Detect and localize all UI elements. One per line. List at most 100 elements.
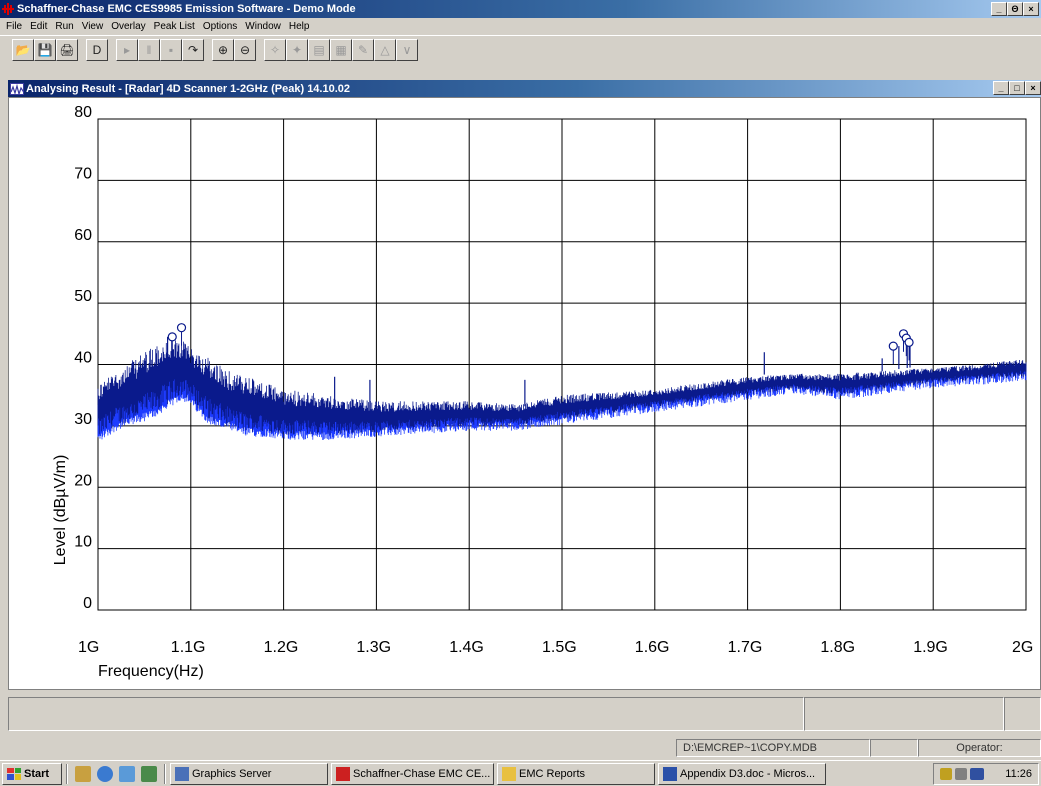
menu-window[interactable]: Window	[245, 21, 281, 32]
windows-logo-icon	[7, 767, 21, 780]
app-title-bar[interactable]: Schaffner-Chase EMC CES9985 Emission Sof…	[0, 0, 1041, 18]
y-axis-label: Level (dBµV/m)	[52, 455, 69, 566]
y-tick-label: 80	[74, 104, 92, 121]
app-logo-icon	[2, 3, 14, 15]
x-tick-label: 1.4G	[449, 639, 484, 656]
y-tick-label: 70	[74, 165, 92, 182]
status-cell-main	[8, 697, 804, 731]
x-tick-label: 1.6G	[635, 639, 670, 656]
y-tick-label: 20	[74, 472, 92, 489]
filter-icon[interactable]: ∨	[396, 38, 418, 61]
peak-delta-icon[interactable]: △	[374, 38, 396, 61]
pause-icon[interactable]: ‖	[138, 38, 160, 61]
child-title: Analysing Result - [Radar] 4D Scanner 1-…	[26, 82, 351, 95]
status-empty	[870, 739, 918, 757]
toolbar: 📂 💾 🖨 D ▸ ‖ ▪ ↷ ⊕ ⊖ ✧ ✦ ▤ ▦ ✎ △ ∨	[0, 35, 1041, 63]
menu-view[interactable]: View	[81, 21, 104, 32]
app-close-button[interactable]: ×	[1023, 2, 1039, 16]
chart-grid	[97, 118, 1027, 611]
start-button[interactable]: Start	[2, 762, 62, 785]
task-graphics-server[interactable]: Graphics Server	[170, 762, 328, 785]
x-tick-label: 1.2G	[264, 639, 299, 656]
emission-chart[interactable]: 0 10 20 30 40 50 60 70 80 1G 1.1G 1.2G 1.3G 1.4G 1.5G…	[9, 98, 1040, 689]
child-minimize-button[interactable]: _	[993, 81, 1009, 95]
zoom-in-icon[interactable]: ⊕	[212, 38, 234, 61]
trace-main	[97, 340, 1027, 435]
analysis-status-strip	[8, 697, 1041, 731]
x-tick-label: 1.8G	[820, 639, 855, 656]
child-close-button[interactable]: ×	[1025, 81, 1041, 95]
zoom-out-icon[interactable]: ⊖	[234, 38, 256, 61]
peak-marker-icon[interactable]: ✧	[264, 38, 286, 61]
app-restore-button[interactable]: Θ	[1007, 2, 1023, 16]
peak-edit-icon[interactable]: ✎	[352, 38, 374, 61]
peak-marker	[888, 341, 898, 351]
task-schaffner-chase[interactable]: Schaffner-Chase EMC CE...	[331, 762, 494, 785]
word-doc-icon	[663, 766, 677, 781]
y-tick-labels: 0 10 20 30 40 50 60 70 80	[74, 104, 92, 612]
system-tray: 11:26	[933, 763, 1039, 785]
stop-icon[interactable]: ▪	[160, 38, 182, 61]
tray-network-icon[interactable]	[940, 768, 952, 780]
task-emc-reports[interactable]: EMC Reports	[497, 762, 655, 785]
x-tick-labels: 1G 1.1G 1.2G 1.3G 1.4G 1.5G 1.6G 1.7G 1.8G 1.9G 2G	[78, 639, 1033, 656]
y-tick-label: 60	[74, 227, 92, 244]
peak-table-icon[interactable]: ▤	[308, 38, 330, 61]
emission-spikes	[167, 336, 911, 417]
status-bar: D:\EMCREP~1\COPY.MDB Operator:	[0, 738, 1041, 758]
y-tick-label: 30	[74, 411, 92, 428]
db-path-status: D:\EMCREP~1\COPY.MDB	[676, 739, 870, 757]
tray-display-icon[interactable]	[970, 768, 984, 780]
play-icon[interactable]: ▸	[116, 38, 138, 61]
schaffner-icon	[336, 766, 350, 781]
app-shortcut-icon[interactable]	[141, 765, 157, 782]
plot-panel: 0 10 20 30 40 50 60 70 80 1G 1.1G 1.2G 1.3G 1.4G 1.5G…	[8, 97, 1041, 690]
x-tick-label: 2G	[1012, 639, 1033, 656]
tray-volume-icon[interactable]	[955, 768, 967, 780]
taskbar: Start Graphics Server Schaffner-Chase EM…	[0, 760, 1041, 786]
x-tick-label: 1.5G	[542, 639, 577, 656]
peak-marker	[176, 323, 187, 333]
print-icon[interactable]: 🖨	[56, 38, 78, 61]
menu-peak-list[interactable]: Peak List	[153, 21, 195, 32]
task-appendix-doc[interactable]: Appendix D3.doc - Micros...	[658, 762, 826, 785]
peak-table-2-icon[interactable]: ▦	[330, 38, 352, 61]
new-page-icon[interactable]: D	[86, 38, 108, 61]
x-tick-label: 1.1G	[171, 639, 206, 656]
waveform-icon	[10, 82, 24, 95]
app-minimize-button[interactable]: _	[991, 2, 1007, 16]
app-title: Schaffner-Chase EMC CES9985 Emission Sof…	[17, 3, 356, 15]
menu-run[interactable]: Run	[55, 21, 74, 32]
x-axis-label: Frequency(Hz)	[98, 663, 204, 680]
status-cell-middle	[804, 697, 1004, 731]
menu-help[interactable]: Help	[288, 21, 310, 32]
browser-icon[interactable]	[97, 765, 113, 782]
y-tick-label: 0	[83, 595, 92, 612]
y-tick-label: 10	[74, 534, 92, 551]
y-tick-label: 50	[74, 288, 92, 305]
emission-trace	[97, 340, 1027, 440]
show-desktop-icon[interactable]	[75, 765, 91, 782]
folder-icon	[502, 766, 516, 781]
peak-marker	[167, 332, 177, 342]
menu-bar: File Edit Run View Overlay Peak List Opt…	[0, 18, 1041, 35]
outlook-icon[interactable]	[119, 765, 135, 782]
peak-next-icon[interactable]: ✦	[286, 38, 308, 61]
save-icon[interactable]: 💾	[34, 38, 56, 61]
step-icon[interactable]: ↷	[182, 38, 204, 61]
menu-file[interactable]: File	[6, 21, 23, 32]
operator-status: Operator:	[918, 739, 1041, 757]
child-maximize-button[interactable]: □	[1009, 81, 1025, 95]
menu-edit[interactable]: Edit	[30, 21, 48, 32]
x-tick-label: 1.3G	[356, 639, 391, 656]
graphics-server-icon	[175, 766, 189, 781]
menu-options[interactable]: Options	[202, 21, 238, 32]
peak-marker	[904, 337, 914, 348]
status-cell-right	[1004, 697, 1041, 731]
menu-overlay[interactable]: Overlay	[111, 21, 146, 32]
clock[interactable]: 11:26	[1005, 768, 1032, 780]
x-tick-label: 1G	[78, 639, 99, 656]
child-title-bar[interactable]: Analysing Result - [Radar] 4D Scanner 1-…	[8, 80, 1041, 97]
open-icon[interactable]: 📂	[12, 38, 34, 61]
